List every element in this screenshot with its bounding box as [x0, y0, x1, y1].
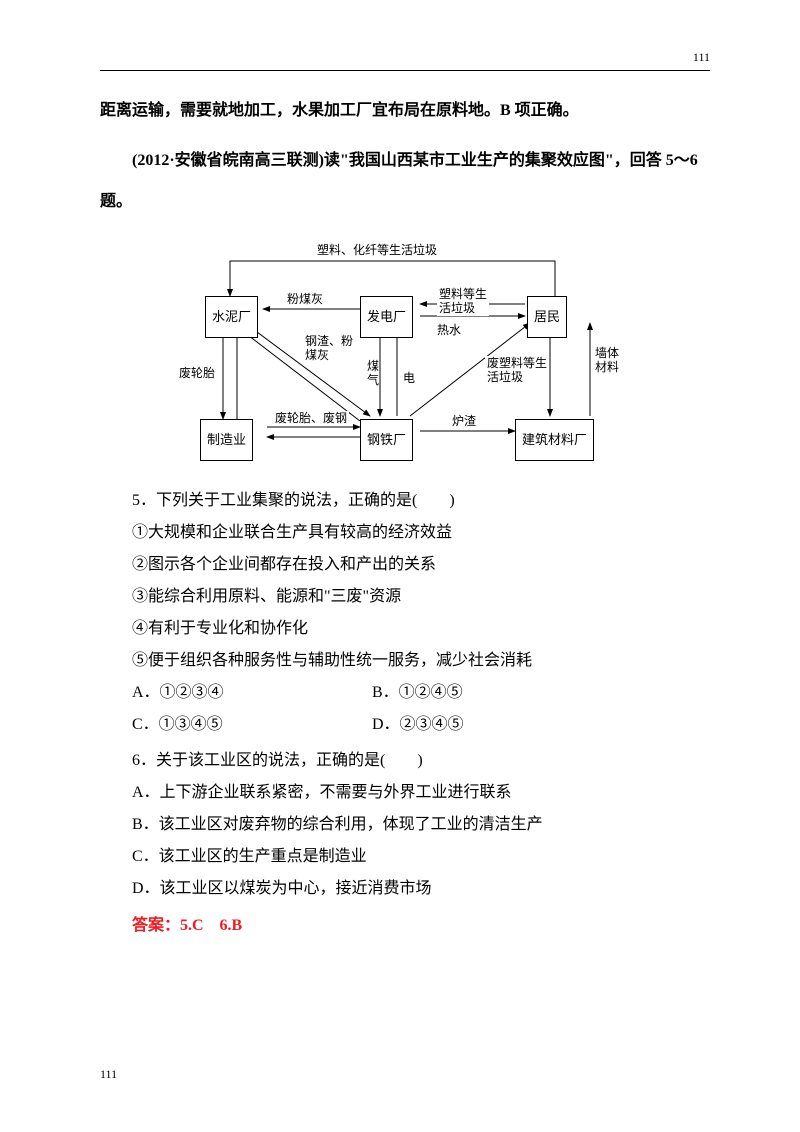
diagram-container: 水泥厂 发电厂 居民 制造业 钢铁厂 建筑材料厂 塑料、化纤等生活垃圾 粉煤灰 … [100, 241, 710, 471]
label-plastic-waste: 塑料等生活垃圾 [437, 287, 489, 316]
intro-paragraph: 距离运输，需要就地加工，水果加工厂宜布局在原料地。B 项正确。 [100, 90, 710, 132]
label-furnace-slag: 炉渣 [450, 414, 478, 428]
q5-optA: A．①②③④ [132, 677, 372, 709]
answer-line: 答案：5.C 6.B [100, 905, 710, 947]
q6-stem: 6．关于该工业区的说法，正确的是( ) [100, 745, 710, 777]
node-resident: 居民 [527, 296, 567, 338]
label-elec: 电 [401, 371, 417, 385]
q5-s2: ②图示各个企业间都存在投入和产出的关系 [100, 549, 710, 581]
node-power: 发电厂 [360, 296, 413, 338]
header-rule [100, 70, 710, 71]
q5-s4: ④有利于专业化和协作化 [100, 613, 710, 645]
q5-optB: B．①②④⑤ [372, 677, 463, 709]
node-steel: 钢铁厂 [360, 419, 413, 461]
page-number-top: 111 [693, 50, 710, 65]
label-top: 塑料、化纤等生活垃圾 [315, 243, 439, 257]
q5-s5: ⑤便于组织各种服务性与辅助性统一服务，减少社会消耗 [100, 645, 710, 677]
label-hotwater: 热水 [435, 323, 463, 337]
q6-optB: B．该工业区对废弃物的综合利用，体现了工业的清洁生产 [100, 809, 710, 841]
q5-opts-row1: A．①②③④ B．①②④⑤ [100, 677, 710, 709]
q5-optC: C．①③④⑤ [132, 709, 372, 741]
q6-optA: A．上下游企业联系紧密，不需要与外界工业进行联系 [100, 777, 710, 809]
q5-opts-row2: C．①③④⑤ D．②③④⑤ [100, 709, 710, 741]
label-wall-material: 墙体材料 [593, 346, 621, 375]
q5-stem: 5．下列关于工业集聚的说法，正确的是( ) [100, 485, 710, 517]
label-flyash: 粉煤灰 [285, 292, 325, 306]
node-building: 建筑材料厂 [515, 419, 594, 461]
label-waste-plastic2: 废塑料等生活垃圾 [485, 356, 549, 385]
question-6: 6．关于该工业区的说法，正确的是( ) A．上下游企业联系紧密，不需要与外界工业… [100, 745, 710, 905]
q5-s1: ①大规模和企业联合生产具有较高的经济效益 [100, 517, 710, 549]
q6-optC: C．该工业区的生产重点是制造业 [100, 841, 710, 873]
label-slag-ash: 钢渣、粉煤灰 [303, 334, 355, 363]
source-line: (2012·安徽省皖南高三联测)读"我国山西某市工业生产的集聚效应图"，回答 5… [100, 140, 710, 223]
main-content: 距离运输，需要就地加工，水果加工厂宜布局在原料地。B 项正确。 (2012·安徽… [100, 90, 710, 946]
label-tire-steel: 废轮胎、废钢 [273, 411, 349, 425]
label-waste-tire: 废轮胎 [177, 366, 217, 380]
page-number-bottom: 111 [100, 1067, 117, 1082]
q5-s3: ③能综合利用原料、能源和"三废"资源 [100, 581, 710, 613]
label-coal-gas: 煤气 [365, 359, 379, 388]
node-manufacture: 制造业 [200, 419, 253, 461]
industrial-cluster-diagram: 水泥厂 发电厂 居民 制造业 钢铁厂 建筑材料厂 塑料、化纤等生活垃圾 粉煤灰 … [185, 241, 625, 471]
q6-optD: D．该工业区以煤炭为中心，接近消费市场 [100, 873, 710, 905]
question-5: 5．下列关于工业集聚的说法，正确的是( ) ①大规模和企业联合生产具有较高的经济… [100, 485, 710, 741]
q5-optD: D．②③④⑤ [372, 709, 464, 741]
node-cement: 水泥厂 [205, 296, 258, 338]
